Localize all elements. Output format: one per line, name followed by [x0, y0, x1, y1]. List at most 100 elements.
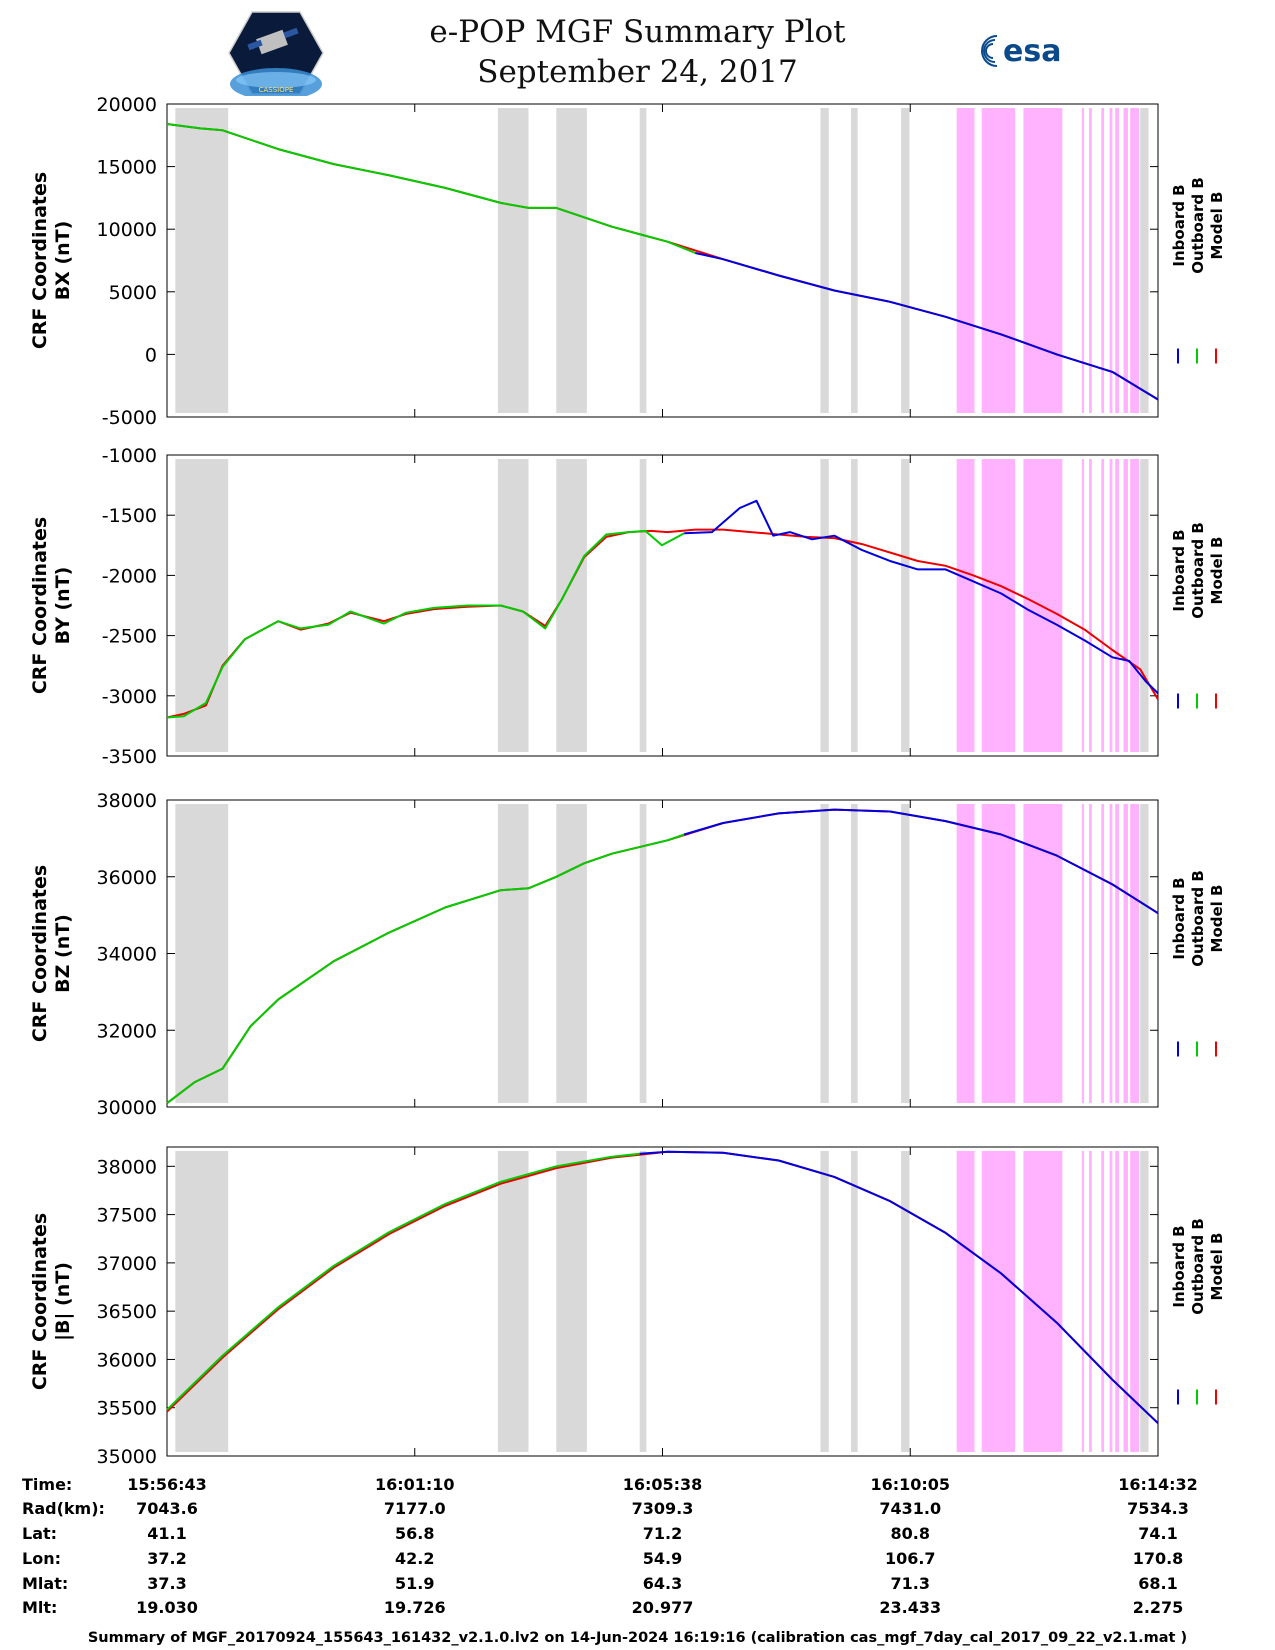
pink-band	[1089, 1151, 1092, 1452]
gray-band	[175, 1151, 229, 1452]
info-cell: 16:14:32	[1118, 1475, 1198, 1494]
footer-caption: Summary of MGF_20170924_155643_161432_v2…	[87, 1630, 1188, 1646]
pink-band	[1123, 108, 1128, 413]
pink-band	[1115, 108, 1120, 413]
y-tick-label: 10000	[97, 219, 157, 241]
y-tick-label: 36000	[97, 867, 157, 889]
pink-band	[1023, 459, 1063, 752]
gray-band	[820, 804, 829, 1103]
y-axis-label: CRF CoordinatesBZ (nT)	[29, 865, 74, 1042]
pink-band	[1023, 804, 1063, 1103]
gray-band	[820, 1151, 829, 1452]
esa-logo: esa	[981, 34, 1061, 69]
info-cell: 37.3	[147, 1574, 186, 1593]
info-row-label: Mlt:	[22, 1598, 57, 1617]
pink-band	[1081, 1151, 1085, 1452]
y-tick-label: -3500	[102, 746, 157, 768]
title-line-2: September 24, 2017	[477, 54, 798, 90]
info-cell: 37.2	[147, 1549, 186, 1568]
pink-band	[1089, 108, 1092, 413]
info-cell: 64.3	[643, 1574, 682, 1593]
info-cell: 16:01:10	[375, 1475, 455, 1494]
pink-band	[1115, 1151, 1120, 1452]
pink-band	[956, 804, 975, 1103]
y-tick-label: 15000	[97, 157, 157, 179]
gray-band	[639, 108, 647, 413]
pink-band	[981, 459, 1016, 752]
legend-label: Model B	[1208, 1233, 1226, 1301]
gray-band	[901, 459, 910, 752]
gray-band	[901, 108, 910, 413]
y-axis-label-line-1: CRF Coordinates	[29, 865, 51, 1042]
y-axis-label-line-2: BZ (nT)	[52, 914, 74, 993]
info-cell: 16:10:05	[870, 1475, 950, 1494]
info-cell: 7309.3	[632, 1499, 694, 1518]
y-tick-label: 5000	[109, 282, 157, 304]
y-tick-label: -1500	[102, 505, 157, 527]
y-tick-label: -2500	[102, 626, 157, 648]
gray-band	[820, 108, 829, 413]
info-cell: 15:56:43	[127, 1475, 207, 1494]
legend-label: Model B	[1208, 885, 1226, 953]
pink-band	[1115, 804, 1120, 1103]
pink-band	[1101, 1151, 1105, 1452]
pink-band	[1081, 804, 1085, 1103]
pink-band	[1130, 1151, 1140, 1452]
info-cell: 71.3	[891, 1574, 930, 1593]
gray-band	[497, 108, 529, 413]
pink-band	[1123, 804, 1128, 1103]
info-row-label: Lat:	[22, 1524, 57, 1543]
pink-band	[981, 1151, 1016, 1452]
pink-band	[1023, 1151, 1063, 1452]
gray-band	[175, 108, 229, 413]
info-cell: 2.275	[1133, 1598, 1184, 1617]
gray-band	[175, 804, 229, 1103]
y-tick-label: -1000	[102, 445, 157, 467]
info-cell: 7043.6	[136, 1499, 198, 1518]
y-axis-label-line-1: CRF Coordinates	[29, 517, 51, 694]
legend-label: Inboard B	[1170, 1225, 1188, 1307]
info-cell: 7534.3	[1127, 1499, 1189, 1518]
gray-band	[820, 459, 829, 752]
pink-band	[1109, 459, 1113, 752]
series-inboard-b-line	[695, 252, 1159, 401]
gray-band	[1140, 804, 1149, 1103]
info-cell: 51.9	[395, 1574, 434, 1593]
y-axis-label-line-2: |B| (nT)	[52, 1262, 74, 1341]
series-outboard-b-line	[166, 833, 685, 1104]
gray-band	[901, 1151, 910, 1452]
legend-label: Inboard B	[1170, 529, 1188, 611]
y-axis-label: CRF Coordinates|B| (nT)	[29, 1213, 74, 1390]
info-cell: 56.8	[395, 1524, 434, 1543]
info-cell: 71.2	[643, 1524, 682, 1543]
title-line-1: e-POP MGF Summary Plot	[429, 14, 846, 50]
gray-band	[497, 804, 529, 1103]
panel-bx: 20000 15000 10000 5000 0 -5000 CRF Coordinates…	[29, 94, 1226, 429]
info-row-label: Lon:	[22, 1549, 61, 1568]
pink-band	[1123, 459, 1128, 752]
y-tick-label: 35500	[97, 1398, 157, 1420]
pink-band	[1123, 1151, 1128, 1452]
info-cell: 7431.0	[879, 1499, 941, 1518]
pink-band	[1101, 459, 1105, 752]
pink-band	[1109, 1151, 1113, 1452]
cassiope-logo: CASSIOPE	[228, 11, 324, 96]
info-row-label: Mlat:	[22, 1574, 68, 1593]
y-axis-label: CRF CoordinatesBY (nT)	[29, 517, 74, 694]
info-cell: 170.8	[1133, 1549, 1184, 1568]
gray-band	[1140, 1151, 1149, 1452]
panel-bz: 38000 36000 34000 32000 30000 CRF Coordinates…	[29, 790, 1226, 1119]
info-cell: 54.9	[643, 1549, 682, 1568]
y-tick-label: -2000	[102, 565, 157, 587]
cassiope-logo-text: CASSIOPE	[259, 86, 294, 94]
info-cell: 106.7	[885, 1549, 936, 1568]
panel-bmag: 38000 37500 37000 36500 36000 35500 35000 CRF C…	[29, 1146, 1226, 1468]
gray-band	[556, 459, 587, 752]
info-cell: 20.977	[632, 1598, 694, 1617]
series-outboard-b-line	[166, 1152, 640, 1411]
gray-band	[497, 1151, 529, 1452]
y-tick-label: 37500	[97, 1205, 157, 1227]
y-axis-label-line-1: CRF Coordinates	[29, 1213, 51, 1390]
pink-band	[1130, 804, 1140, 1103]
series-inboard-b-line	[639, 1150, 1159, 1424]
